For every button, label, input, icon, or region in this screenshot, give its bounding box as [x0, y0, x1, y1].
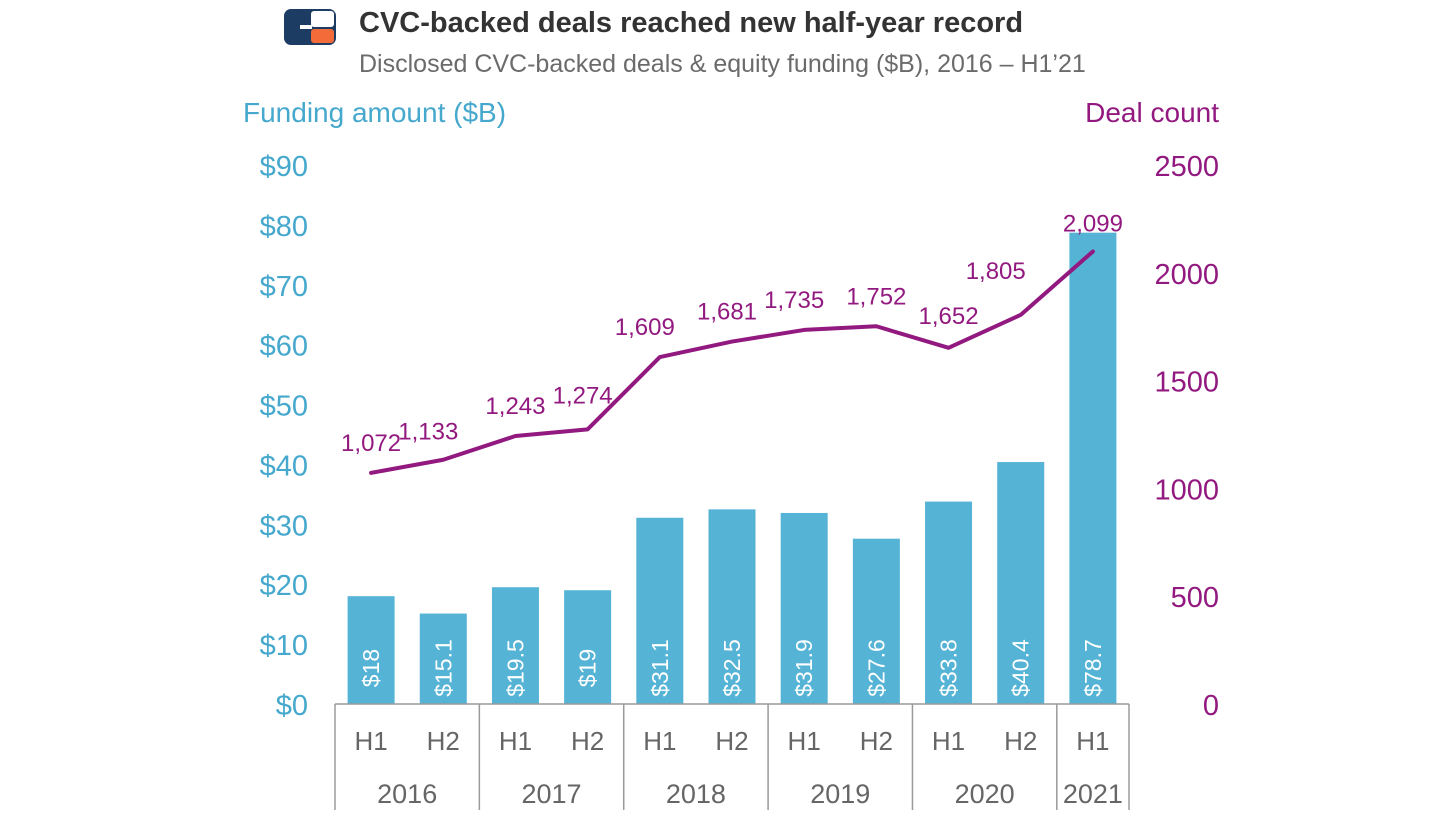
bar-value-label: $19 — [575, 649, 601, 687]
line-point-label: 1,274 — [553, 382, 613, 409]
logo-notch — [300, 25, 312, 29]
bar-value-label: $31.1 — [647, 639, 673, 697]
bar-value-label: $32.5 — [719, 639, 745, 697]
bar — [564, 590, 612, 704]
category-tick-label: H1 — [788, 726, 821, 756]
category-tick-label: H1 — [354, 726, 387, 756]
bar — [780, 512, 828, 704]
bar — [419, 613, 467, 704]
chart-title: CVC-backed deals reached new half-year r… — [359, 7, 1023, 39]
bar-series — [347, 232, 1117, 704]
year-group-label: 2021 — [1063, 779, 1123, 809]
bar — [852, 538, 900, 704]
line-point-label: 1,681 — [697, 299, 757, 326]
line-series — [369, 249, 1095, 475]
x-axis: H1 H2 H1 H2 H1 H2 H1 H2 H1 H2 H1 2016 2017 2018 2019 20… — [334, 703, 1130, 810]
right-axis-tick-label: 2000 — [1154, 259, 1219, 291]
left-axis-tick-label: $70 — [260, 271, 308, 303]
left-axis-tick-label: $20 — [260, 570, 308, 602]
bar — [997, 462, 1045, 704]
category-tick-label: H2 — [860, 726, 893, 756]
left-axis: $0 $10 $20 $30 $40 $50 $60 $70 $80 $90 — [260, 151, 308, 722]
left-axis-tick-label: $10 — [260, 630, 308, 662]
line-point-label: 1,243 — [485, 393, 545, 420]
left-axis-title: Funding amount ($B) — [243, 97, 506, 128]
bar-value-label: $19.5 — [502, 639, 528, 697]
right-axis-tick-label: 1000 — [1154, 474, 1219, 506]
left-axis-tick-label: $0 — [276, 690, 308, 722]
year-group-label: 2016 — [377, 779, 437, 809]
bar — [1069, 232, 1117, 704]
bar-value-label: $31.9 — [791, 639, 817, 697]
year-group-label: 2018 — [666, 779, 726, 809]
line-point-label: 1,652 — [919, 303, 979, 330]
category-tick-label: H1 — [932, 726, 965, 756]
line-point-label: 1,805 — [966, 258, 1026, 285]
bar-value-label: $18 — [358, 649, 384, 687]
category-tick-label: H2 — [1004, 726, 1037, 756]
category-tick-label: H1 — [1076, 726, 1109, 756]
year-group-label: 2019 — [810, 779, 870, 809]
line-point-label: 2,099 — [1063, 210, 1123, 237]
left-axis-tick-label: $90 — [260, 151, 308, 183]
cb-insights-logo-icon — [284, 9, 336, 45]
logo-orange-block — [311, 29, 334, 43]
category-tick-label: H2 — [427, 726, 460, 756]
right-axis-title: Deal count — [1085, 97, 1219, 128]
bar-value-label: $40.4 — [1008, 639, 1034, 697]
chart-subtitle: Disclosed CVC-backed deals & equity fund… — [359, 50, 1086, 78]
line-point-label: 1,072 — [341, 430, 401, 457]
bar — [636, 517, 684, 704]
right-axis: 0 500 1000 1500 2000 2500 — [1154, 151, 1219, 722]
right-axis-tick-label: 0 — [1203, 690, 1219, 722]
bar-value-label: $27.6 — [863, 639, 889, 697]
line-point-label: 1,752 — [846, 283, 906, 310]
deal-count-line — [369, 249, 1095, 475]
year-group-label: 2017 — [522, 779, 582, 809]
right-axis-tick-label: 2500 — [1154, 151, 1219, 183]
bar-value-label: $78.7 — [1080, 639, 1106, 697]
bar — [491, 587, 539, 704]
logo-white-block — [311, 11, 334, 27]
category-tick-label: H1 — [643, 726, 676, 756]
line-point-label: 1,609 — [615, 314, 675, 341]
year-group-label: 2020 — [955, 779, 1015, 809]
bar-value-label: $33.8 — [936, 639, 962, 697]
left-axis-tick-label: $80 — [260, 211, 308, 243]
left-axis-tick-label: $30 — [260, 510, 308, 542]
category-tick-label: H2 — [715, 726, 748, 756]
bar — [925, 501, 973, 704]
line-point-label: 1,735 — [764, 287, 824, 314]
left-axis-tick-label: $40 — [260, 450, 308, 482]
category-tick-label: H1 — [499, 726, 532, 756]
left-axis-tick-label: $60 — [260, 331, 308, 363]
right-axis-tick-label: 500 — [1171, 582, 1219, 614]
right-axis-tick-label: 1500 — [1154, 367, 1219, 399]
line-point-label: 1,133 — [398, 419, 458, 446]
category-tick-label: H2 — [571, 726, 604, 756]
bar — [708, 509, 756, 704]
bar-labels: $18 $15.1 $19.5 $19 $31.1 $32.5 $31.9 $27.6 $33.… — [358, 639, 1106, 697]
left-axis-tick-label: $50 — [260, 391, 308, 423]
bar — [347, 596, 395, 704]
bar-value-label: $15.1 — [430, 639, 456, 697]
